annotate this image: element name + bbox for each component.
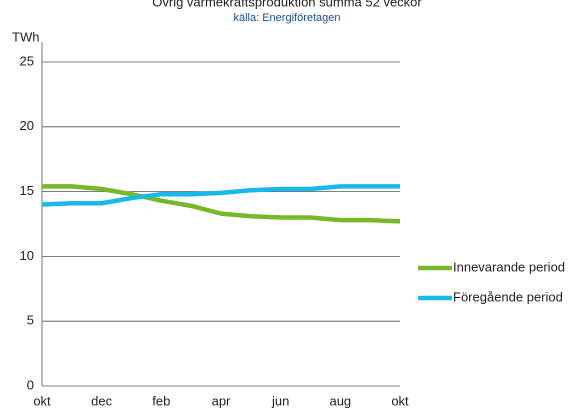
y-tick-label: 25 — [20, 53, 34, 68]
data-line — [41, 184, 400, 207]
y-tick-label: 10 — [20, 248, 34, 263]
x-tick-label: dec — [91, 393, 112, 408]
y-axis-label: TWh — [12, 29, 39, 44]
x-tick-label: okt — [391, 393, 409, 408]
chart-title: Övrig värmekraftsproduktion summa 52 vec… — [152, 0, 422, 9]
data-line — [42, 184, 401, 224]
x-tick-label: apr — [212, 393, 231, 408]
y-tick-label: 20 — [20, 118, 34, 133]
x-tick-label: feb — [152, 393, 170, 408]
legend-label: Föregående period — [453, 289, 563, 304]
chart-subtitle: källa: Energiföretagen — [233, 12, 340, 24]
y-tick-label: 0 — [27, 377, 34, 392]
y-tick-label: 5 — [27, 313, 34, 328]
x-tick-label: jun — [271, 393, 289, 408]
y-tick-label: 15 — [20, 183, 34, 198]
x-tick-label: aug — [329, 393, 351, 408]
legend-label: Innevarande period — [453, 259, 565, 274]
x-tick-label: okt — [33, 393, 51, 408]
